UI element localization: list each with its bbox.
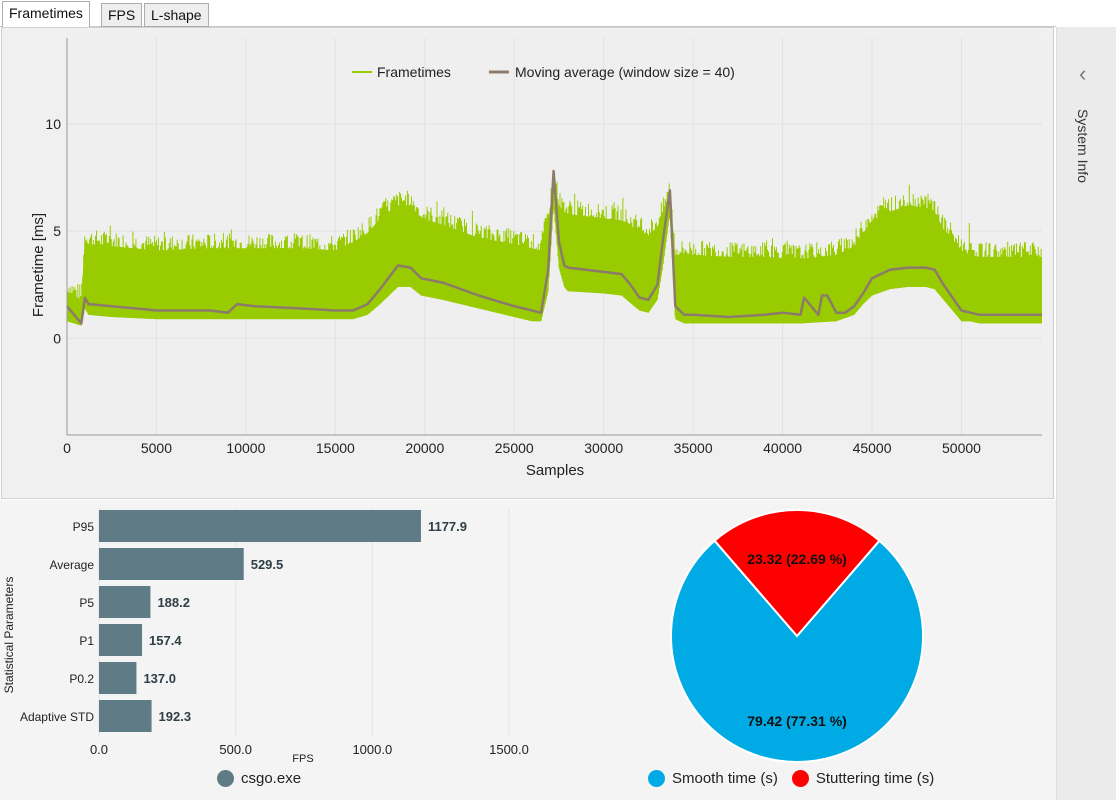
bar-value-label: 192.3 bbox=[159, 709, 192, 724]
x-tick-label: 20000 bbox=[405, 440, 444, 456]
x-tick-label: 45000 bbox=[853, 440, 892, 456]
legend-dot-stuttering-icon bbox=[791, 770, 809, 787]
tab-l-shape[interactable]: L-shape bbox=[144, 3, 209, 27]
y-tick-label: 10 bbox=[45, 116, 61, 132]
x-tick-label: 25000 bbox=[495, 440, 534, 456]
x-tick-label: 5000 bbox=[141, 440, 172, 456]
bar-value-label: 137.0 bbox=[143, 671, 176, 686]
pie-slice-smooth[interactable] bbox=[670, 539, 924, 764]
legend-frametimes: Frametimes bbox=[377, 64, 451, 80]
pie-legend: Smooth time (s) Stuttering time (s) bbox=[648, 770, 934, 787]
bar-value-label: 157.4 bbox=[149, 633, 182, 648]
bar-y-axis-label: Statistical Parameters bbox=[2, 577, 16, 694]
bar-value-label: 1177.9 bbox=[428, 519, 467, 534]
bar-average[interactable] bbox=[99, 548, 244, 580]
bar-x-tick-label: 0.0 bbox=[90, 742, 108, 757]
bar-p5[interactable] bbox=[99, 586, 151, 618]
legend-dot-smooth-icon bbox=[648, 770, 665, 787]
system-info-label[interactable]: System Info bbox=[1075, 109, 1091, 183]
pie-label-stuttering: 23.32 (22.69 %) bbox=[747, 551, 847, 567]
y-tick-label: 5 bbox=[53, 223, 61, 239]
bar-x-tick-label: 1000.0 bbox=[352, 742, 392, 757]
frametime-chart-panel: 0 5000 10000 15000 20000 25000 30000 35000 40000… bbox=[1, 27, 1054, 499]
x-tick-label: 15000 bbox=[316, 440, 355, 456]
bar-p95[interactable] bbox=[99, 510, 421, 542]
bar-x-tick-label: 1500.0 bbox=[489, 742, 529, 757]
y-axis-label: Frametime [ms] bbox=[30, 213, 47, 317]
moving-average-series bbox=[66, 169, 1042, 325]
y-tick-label: 0 bbox=[53, 330, 61, 346]
bottom-panel: 0.0 500.0 1000.0 1500.0 P95 1177.9 Average 529… bbox=[0, 500, 1056, 800]
bar-category-label: P0.2 bbox=[69, 672, 94, 686]
bar-category-label: P1 bbox=[79, 634, 94, 648]
bar-category-label: P5 bbox=[79, 596, 94, 610]
x-tick-label: 40000 bbox=[763, 440, 802, 456]
x-axis-label: Samples bbox=[526, 462, 584, 479]
bar-value-label: 188.2 bbox=[157, 595, 190, 610]
pie-label-smooth: 79.42 (77.31 %) bbox=[747, 713, 847, 729]
legend-moving-average: Moving average (window size = 40) bbox=[515, 64, 735, 80]
tab-fps[interactable]: FPS bbox=[101, 3, 143, 27]
x-tick-label: 50000 bbox=[942, 440, 981, 456]
legend-smooth-label: Smooth time (s) bbox=[672, 770, 778, 787]
x-tick-label: 0 bbox=[63, 440, 71, 456]
system-info-panel: ‹ System Info bbox=[1056, 27, 1116, 800]
bar-adaptive-std[interactable] bbox=[99, 700, 152, 732]
legend-dot-icon bbox=[217, 770, 234, 787]
bar-x-tick-label: 500.0 bbox=[219, 742, 252, 757]
bar-category-label: Average bbox=[50, 558, 95, 572]
bar-value-label: 529.5 bbox=[251, 557, 284, 572]
bar-category-label: P95 bbox=[73, 520, 95, 534]
x-tick-label: 10000 bbox=[226, 440, 265, 456]
tab-frametimes[interactable]: Frametimes bbox=[2, 1, 90, 28]
tab-bar: Frametimes FPS L-shape bbox=[0, 0, 1056, 28]
bar-legend-label: csgo.exe bbox=[241, 770, 302, 787]
bar-legend: csgo.exe bbox=[217, 770, 301, 787]
stats-bar-chart[interactable]: 0.0 500.0 1000.0 1500.0 P95 1177.9 Average 529… bbox=[0, 500, 550, 765]
bar-p0-2[interactable] bbox=[99, 662, 137, 694]
chevron-left-icon[interactable]: ‹ bbox=[1079, 61, 1087, 86]
pie-slice-stuttering[interactable] bbox=[713, 509, 881, 638]
bar-p1[interactable] bbox=[99, 624, 143, 656]
bar-x-axis-label: FPS bbox=[292, 753, 313, 765]
legend-stuttering-label: Stuttering time (s) bbox=[815, 770, 935, 787]
bar-category-label: Adaptive STD bbox=[20, 710, 94, 724]
x-tick-label: 35000 bbox=[674, 440, 713, 456]
x-tick-label: 30000 bbox=[584, 440, 623, 456]
frametime-chart[interactable]: 0 5000 10000 15000 20000 25000 30000 35000 40000… bbox=[2, 28, 1055, 500]
stuttering-pie-chart[interactable]: 79.42 (77.31 %) 23.32 (22.69 %) bbox=[560, 500, 1056, 765]
